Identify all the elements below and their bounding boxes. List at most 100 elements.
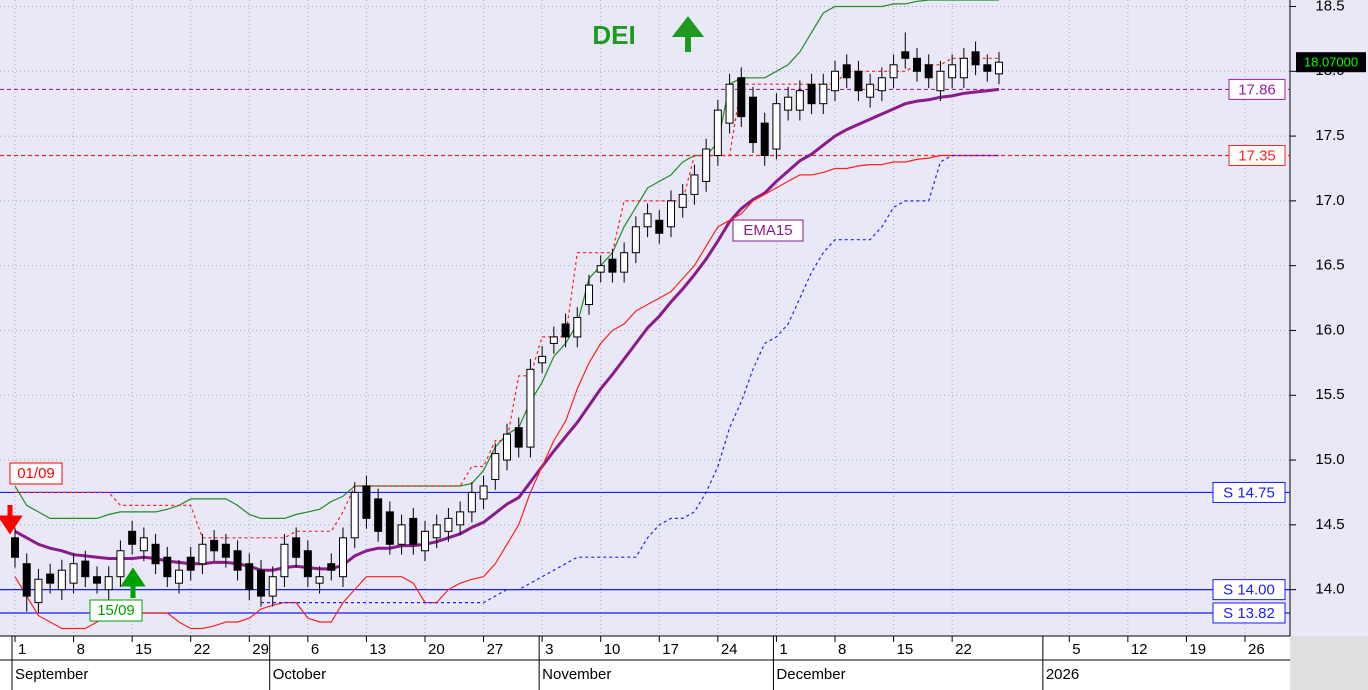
x-tick-label: 1 [18, 641, 26, 658]
candle-body [34, 578, 43, 604]
labels: 14.014.515.015.516.016.517.017.518.018.5… [9, 0, 1366, 683]
level-label: S 14.75 [1223, 484, 1275, 501]
x-tick-label: 5 [1072, 641, 1080, 658]
candle-body [139, 537, 148, 552]
annotation-box [89, 599, 143, 622]
candle-body [397, 524, 406, 545]
up-arrow-icon [671, 16, 705, 52]
candle-body [104, 576, 113, 591]
month-label: October [273, 666, 326, 683]
month-label: 2026 [1046, 666, 1079, 683]
indicator-line [14, 154, 999, 630]
x-tick-label: 22 [194, 641, 211, 658]
candle-body [514, 427, 523, 448]
candle-body [221, 543, 230, 558]
corner [1290, 636, 1368, 690]
candle-body [854, 70, 863, 92]
candle-body [760, 122, 769, 157]
candle-body [292, 537, 301, 558]
candle-body [596, 265, 605, 273]
candle-body [186, 556, 195, 571]
level-label-box [1228, 78, 1286, 100]
x-tick-label: 17 [662, 641, 679, 658]
candle-body [561, 323, 570, 338]
candle-body [667, 200, 675, 228]
candle-body [819, 83, 828, 105]
y-tick-label: 18.5 [1315, 0, 1344, 14]
x-tick-label: 27 [487, 641, 504, 658]
price-tag-box [1296, 52, 1366, 73]
y-tick-label: 17.5 [1315, 127, 1344, 144]
y-tick-label: 16.0 [1315, 321, 1344, 338]
candle-body [795, 90, 804, 111]
candle-body [303, 550, 312, 578]
candle-body [268, 576, 277, 597]
x-tick-label: 15 [897, 641, 914, 658]
x-tick-label: 20 [428, 641, 445, 658]
candle-body [479, 485, 488, 500]
marks [0, 0, 1290, 630]
candle-body [643, 213, 652, 228]
candle-body [280, 543, 289, 578]
y-tick-label: 16.5 [1315, 257, 1344, 274]
candle-body [948, 64, 957, 79]
candle-body [327, 563, 336, 571]
candle-body [362, 485, 371, 519]
candle-body [549, 336, 558, 344]
level-label-box [1212, 579, 1286, 601]
x-tick-label: 22 [955, 641, 972, 658]
candle-body [971, 51, 980, 66]
candle-body [678, 193, 687, 208]
candle-body [538, 355, 547, 364]
candle-body [702, 148, 711, 182]
level-label: S 14.00 [1223, 582, 1275, 599]
candle-body [526, 368, 535, 448]
candle-body [374, 498, 383, 532]
indicator-label: EMA15 [743, 222, 792, 239]
candle-body [81, 560, 90, 578]
candle-body [585, 284, 593, 306]
candle-body [889, 64, 898, 79]
candle-body [913, 57, 921, 72]
candle-body [877, 77, 886, 92]
candle-body [315, 576, 324, 584]
candle-body [46, 573, 55, 584]
candle-body [842, 64, 851, 79]
x-tick-label: 24 [721, 641, 738, 658]
candle-body [163, 556, 172, 578]
candle-body [503, 433, 511, 461]
candle-body [22, 563, 31, 597]
candle-body [93, 576, 101, 584]
candle-body [713, 109, 722, 157]
candle-body [901, 51, 910, 59]
x-tick-label: 15 [135, 641, 152, 658]
level-label: S 13.82 [1223, 605, 1275, 622]
candle-body [350, 491, 359, 539]
candle-body [784, 96, 793, 111]
candle-body [725, 83, 734, 124]
candle-body [983, 64, 992, 72]
candle-body [11, 537, 19, 558]
y-tick-label: 15.5 [1315, 386, 1344, 403]
indicator-label-box [732, 219, 804, 242]
annotation-box [9, 462, 63, 485]
x-tick-label: 29 [252, 641, 269, 658]
candle-body [924, 64, 933, 79]
candle-body [385, 511, 394, 545]
candle-body [631, 226, 640, 254]
candle-body [831, 70, 839, 92]
candle-body [257, 569, 265, 597]
candle-body [233, 550, 242, 571]
candle-body [245, 563, 254, 591]
y-tick-label: 14.5 [1315, 516, 1344, 533]
candle-body [620, 252, 629, 273]
candle-body [936, 70, 945, 92]
candle-body [432, 524, 441, 539]
chart-title: DEI [592, 20, 635, 50]
candle-body [959, 57, 968, 79]
annotation: 15/09 [97, 602, 135, 619]
level-label-box [1212, 602, 1286, 624]
x-tick-label: 12 [1131, 641, 1148, 658]
